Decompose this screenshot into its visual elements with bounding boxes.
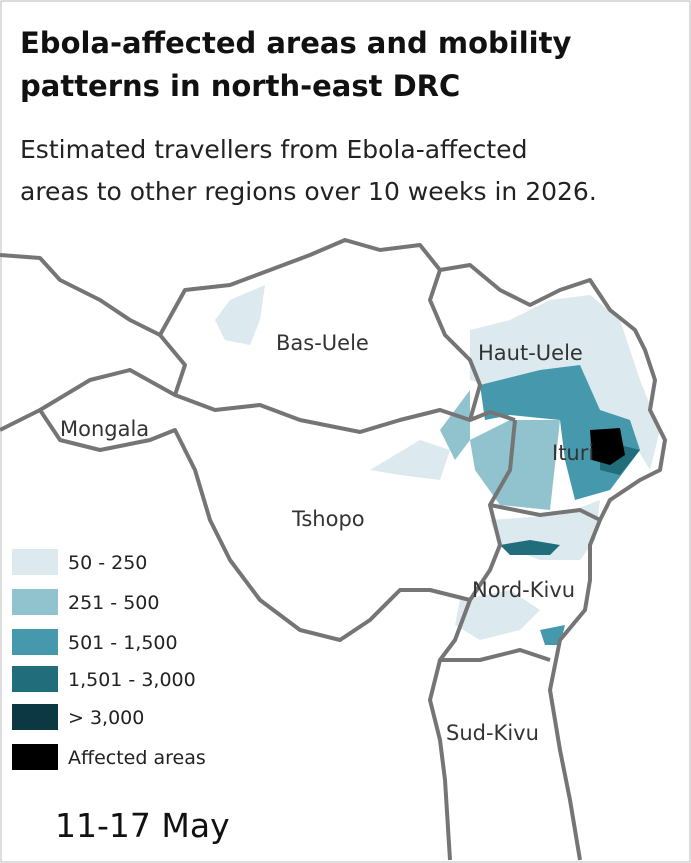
title: Ebola-affected areas and mobility — [20, 26, 571, 60]
legend-swatch — [12, 666, 58, 692]
region-label: Tshopo — [291, 507, 365, 531]
region-label: Nord-Kivu — [472, 578, 575, 602]
period-label: 11-17 May — [55, 806, 230, 845]
region-label: Mongala — [60, 417, 149, 441]
region-label: Ituri — [552, 441, 594, 465]
boundaries — [0, 238, 667, 861]
subtitle: areas to other regions over 10 weeks in … — [20, 177, 597, 206]
region-label: Bas-Uele — [276, 331, 369, 355]
legend-swatch — [12, 744, 58, 770]
region-label: Haut-Uele — [478, 341, 583, 365]
region-label: Sud-Kivu — [446, 721, 539, 745]
legend-label: 1,501 - 3,000 — [68, 669, 196, 691]
legend-label: 501 - 1,500 — [68, 632, 178, 654]
title: patterns in north-east DRC — [20, 69, 460, 103]
legend-swatch — [12, 629, 58, 655]
subtitle: Estimated travellers from Ebola-affected — [20, 135, 527, 164]
legend-swatch — [12, 549, 58, 575]
legend-label: 50 - 250 — [68, 552, 147, 574]
shading — [215, 285, 660, 645]
legend-swatch — [12, 589, 58, 615]
legend-label: > 3,000 — [68, 707, 144, 729]
legend: 50 - 250 251 - 500 501 - 1,500 1,501 - 3,00… — [12, 549, 206, 770]
legend-label: Affected areas — [68, 747, 206, 769]
legend-label: 251 - 500 — [68, 592, 159, 614]
legend-swatch — [12, 704, 58, 730]
